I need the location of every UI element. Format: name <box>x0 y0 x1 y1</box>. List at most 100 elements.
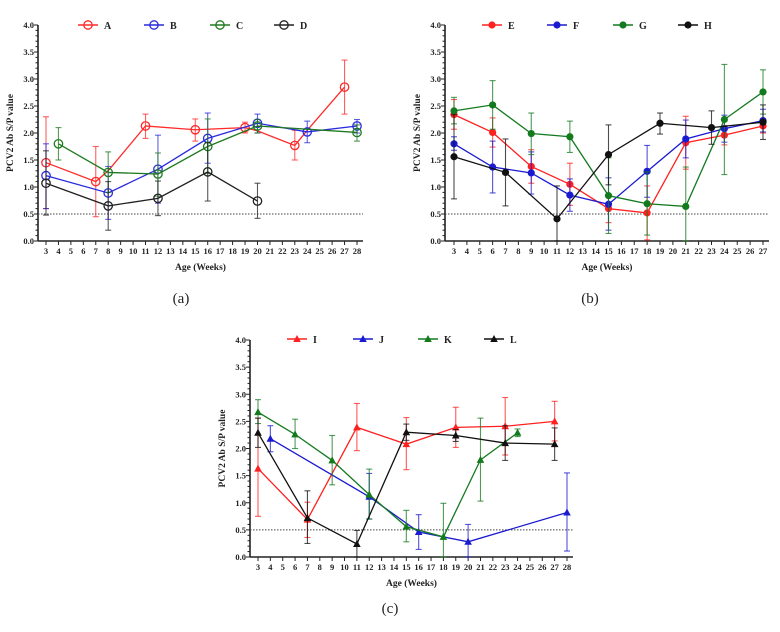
legend-label: F <box>573 21 579 32</box>
x-tick-label: 17 <box>427 562 436 572</box>
legend-label: B <box>170 21 177 32</box>
legend-marker <box>279 20 289 30</box>
legend-label: L <box>510 335 517 346</box>
x-tick-label: 21 <box>682 246 691 256</box>
data-point <box>402 440 411 448</box>
data-point <box>450 153 458 161</box>
legend-label: E <box>508 21 515 32</box>
data-point <box>489 101 497 109</box>
data-point <box>202 167 213 177</box>
x-tick-label: 5 <box>478 246 482 256</box>
data-point <box>254 464 262 472</box>
legend-marker <box>215 20 225 30</box>
data-point <box>352 127 362 138</box>
x-tick-label: 14 <box>390 562 399 572</box>
series-line <box>58 125 358 175</box>
y-tick-label: 0.0 <box>430 236 441 246</box>
data-point <box>303 513 312 521</box>
x-tick-label: 19 <box>241 246 250 256</box>
y-tick-label: 1.5 <box>430 155 441 165</box>
y-axis-label: PCV2 Ab S/P value <box>218 410 228 488</box>
x-tick-label: 21 <box>266 246 275 256</box>
y-tick-label: 2.5 <box>430 101 441 111</box>
x-axis-label: Age (Weeks) <box>386 578 437 589</box>
legend-item-L: L <box>484 335 517 346</box>
x-tick-label: 12 <box>365 562 374 572</box>
series-K <box>254 399 522 558</box>
data-point <box>451 431 460 439</box>
x-tick-label: 22 <box>489 562 498 572</box>
legend-marker <box>424 335 432 342</box>
y-tick-label: 2.5 <box>235 416 246 426</box>
x-tick-label: 22 <box>694 246 703 256</box>
x-tick-label: 3 <box>44 246 48 256</box>
data-point <box>527 129 535 138</box>
data-point <box>291 430 299 438</box>
x-tick-label: 24 <box>513 562 522 572</box>
x-tick-label: 20 <box>464 562 473 572</box>
data-point <box>439 532 448 540</box>
legend-marker <box>619 21 627 29</box>
x-tick-label: 11 <box>142 246 150 256</box>
series-line <box>257 411 518 538</box>
x-tick-label: 10 <box>540 246 549 256</box>
x-tick-label: 4 <box>465 246 470 256</box>
data-point <box>707 124 716 132</box>
legend-marker <box>488 21 496 29</box>
y-tick-label: 3.5 <box>430 47 441 57</box>
legend-label: C <box>236 21 243 32</box>
x-tick-label: 12 <box>154 246 163 256</box>
data-point <box>643 200 651 208</box>
x-tick-label: 21 <box>476 562 485 572</box>
y-tick-label: 1.0 <box>23 182 34 192</box>
y-tick-label: 3.0 <box>235 389 246 399</box>
x-tick-label: 27 <box>550 562 559 572</box>
x-tick-label: 16 <box>414 562 423 572</box>
x-tick-label: 15 <box>191 246 200 256</box>
legend-item-A: A <box>78 20 112 32</box>
x-tick-label: 23 <box>707 246 716 256</box>
data-point <box>759 88 767 96</box>
x-tick-label: 8 <box>318 562 322 572</box>
x-tick-label: 16 <box>617 246 626 256</box>
legend-item-D: D <box>274 20 307 32</box>
data-point <box>450 107 458 115</box>
data-point <box>720 115 728 124</box>
x-tick-label: 17 <box>216 246 225 256</box>
x-tick-label: 24 <box>720 246 729 256</box>
legend-item-F: F <box>547 21 579 32</box>
data-point <box>252 121 263 131</box>
y-tick-label: 1.5 <box>23 155 34 165</box>
y-axis-label: PCV2 Ab S/P value <box>413 94 423 172</box>
legend-item-K: K <box>418 335 452 346</box>
data-point <box>153 169 163 179</box>
data-point <box>53 138 64 149</box>
chart-panel-a: 0.0 0.5 1.0 1.5 2.0 2.5 3.0 3.5 4.0 3 4 5 6 7 8 9 10 11 12… <box>6 20 363 307</box>
series-L <box>254 417 559 558</box>
data-point <box>604 151 613 159</box>
data-point <box>140 121 151 131</box>
y-tick-label: 1.5 <box>235 471 246 481</box>
x-tick-label: 19 <box>452 562 461 572</box>
y-tick-label: 3.0 <box>23 74 34 84</box>
x-tick-label: 14 <box>591 246 600 256</box>
data-point <box>339 82 350 92</box>
series-C <box>53 118 362 197</box>
series-J <box>266 425 571 558</box>
x-tick-label: 5 <box>281 562 285 572</box>
x-tick-label: 25 <box>526 562 535 572</box>
x-tick-label: 18 <box>439 562 448 572</box>
data-point <box>103 167 114 178</box>
x-tick-label: 23 <box>291 246 300 256</box>
data-point <box>566 191 574 199</box>
x-tick-label: 13 <box>377 562 386 572</box>
y-tick-label: 1.0 <box>235 498 246 508</box>
data-point <box>476 455 485 463</box>
x-tick-label: 25 <box>315 246 324 256</box>
x-tick-label: 9 <box>330 562 334 572</box>
data-point <box>501 439 509 447</box>
chart-panel-c: 0.0 0.5 1.0 1.5 2.0 2.5 3.0 3.5 4.0 3 4 5 6 7 8 9 10 11 12… <box>218 335 573 617</box>
data-point <box>365 490 374 498</box>
data-point <box>550 417 559 425</box>
data-point <box>266 434 275 442</box>
